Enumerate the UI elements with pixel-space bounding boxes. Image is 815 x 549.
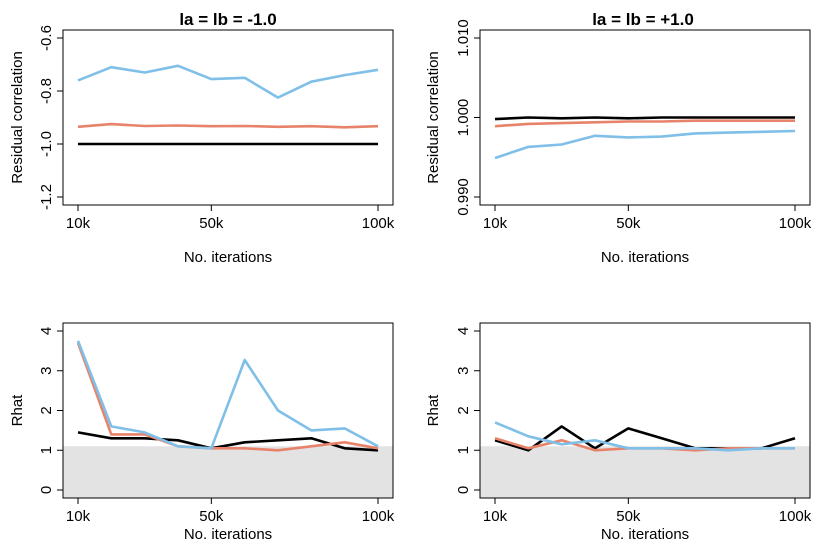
series-line-1 xyxy=(494,116,795,121)
chart-panel-4: 10k 50k 100k 0 1 2 3 4 No. iterations Rhat xyxy=(425,322,812,543)
y-tick-label: 0 xyxy=(38,486,55,494)
series-line-2 xyxy=(77,122,379,129)
y-tick-label: 2 xyxy=(455,406,472,414)
y-tick-label: -1.2 xyxy=(38,184,55,210)
y-tick-label: 1.010 xyxy=(455,19,472,57)
x-tick-label: 50k xyxy=(199,508,224,525)
x-tick-label: 50k xyxy=(616,215,641,232)
series-line-3 xyxy=(76,340,379,450)
series-line-3 xyxy=(494,421,795,452)
y-tick-label: 1 xyxy=(38,446,55,454)
x-axis-label: No. iterations xyxy=(184,526,272,543)
x-axis-label: No. iterations xyxy=(184,249,272,266)
y-tick-label: -0.6 xyxy=(38,25,55,51)
y-tick-label: 2 xyxy=(38,406,55,414)
plot-frame xyxy=(62,29,394,206)
series-line-3 xyxy=(77,64,379,99)
x-tick-label: 100k xyxy=(779,508,812,525)
y-tick-label: 0 xyxy=(455,486,472,494)
y-tick-label: 4 xyxy=(38,327,55,335)
x-tick-label: 10k xyxy=(66,215,91,232)
x-axis-label: No. iterations xyxy=(601,526,689,543)
y-tick-label: 4 xyxy=(455,327,472,335)
chart-panel-1: 10k 50k 100k -1.2 -1.0 -0.8 -0.6 la = lb = -1.0… xyxy=(9,10,395,266)
y-tick-label: 1 xyxy=(455,446,472,454)
series-line-3 xyxy=(494,129,796,160)
x-tick-label: 50k xyxy=(199,215,224,232)
series-line-2 xyxy=(494,119,795,128)
x-tick-label: 10k xyxy=(483,215,508,232)
x-axis-label: No. iterations xyxy=(601,249,689,266)
reference-band xyxy=(63,446,393,498)
y-tick-label: 0.990 xyxy=(455,178,472,216)
y-axis-label: Rhat xyxy=(9,394,26,427)
x-tick-label: 100k xyxy=(779,215,812,232)
y-axis-label: Rhat xyxy=(425,394,442,427)
reference-band xyxy=(480,446,810,498)
series-line-2 xyxy=(76,342,379,452)
x-tick-label: 100k xyxy=(362,215,395,232)
x-tick-label: 100k xyxy=(362,508,395,525)
chart-panel-2: 10k 50k 100k 0.990 1.000 1.010 la = lb = +1.0 N… xyxy=(425,10,812,266)
chart-title: la = lb = -1.0 xyxy=(179,10,276,29)
y-tick-label: 3 xyxy=(455,367,472,375)
y-axis-label: Residual correlation xyxy=(9,51,26,184)
y-tick-label: -1.0 xyxy=(38,131,55,157)
chart-panel-3: 10k 50k 100k 0 1 2 3 4 No. iterations Rhat xyxy=(9,322,395,543)
x-tick-label: 10k xyxy=(66,508,91,525)
y-tick-label: 1.000 xyxy=(455,99,472,137)
chart-title: la = lb = +1.0 xyxy=(592,10,694,29)
x-tick-label: 10k xyxy=(483,508,508,525)
y-axis-label: Residual correlation xyxy=(425,51,442,184)
y-tick-label: -0.8 xyxy=(38,78,55,104)
x-tick-label: 50k xyxy=(616,508,641,525)
y-tick-label: 3 xyxy=(38,367,55,375)
